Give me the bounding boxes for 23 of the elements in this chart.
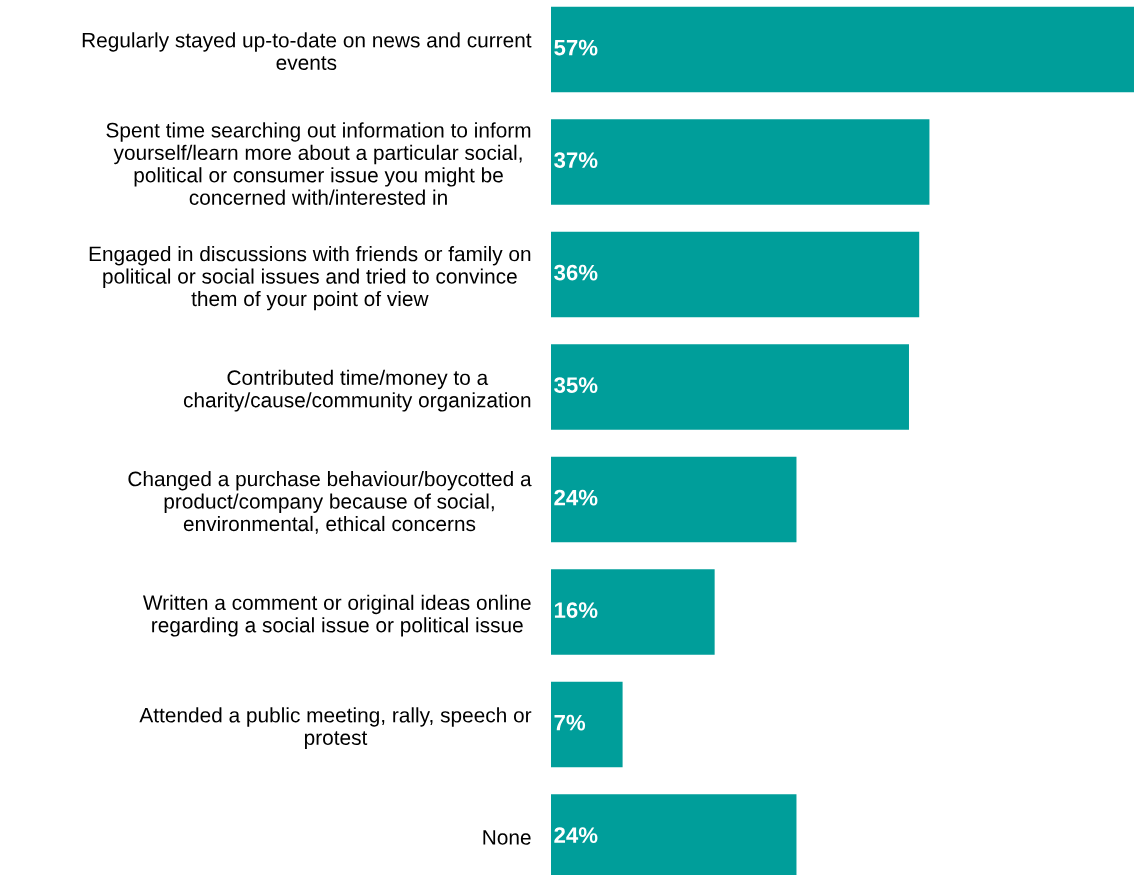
y-tick-label: Attended a public meeting, rally, speech or protest bbox=[139, 707, 532, 750]
bar bbox=[551, 456, 797, 543]
bar bbox=[551, 569, 715, 655]
y-tick-label: Changed a purchase behaviour/boycotted a product/company because of social, environmental, ethical concerns bbox=[128, 471, 532, 534]
y-tick-label: Engaged in discussions with friends or family on political or social issues and tried to convince them of your point of view bbox=[89, 246, 531, 311]
data-label: 24% bbox=[554, 489, 598, 506]
y-tick-label: None bbox=[483, 830, 531, 845]
bar bbox=[551, 6, 1134, 93]
bar bbox=[551, 681, 623, 768]
bar bbox=[551, 119, 930, 205]
y-tick-label: Contributed time/money to a charity/cause/community organization bbox=[183, 369, 531, 412]
data-label: 57% bbox=[554, 39, 598, 56]
data-label: 37% bbox=[554, 152, 598, 168]
data-label: 7% bbox=[554, 714, 586, 731]
data-label: 16% bbox=[554, 602, 598, 618]
y-tick-label: Regularly stayed up-to-date on news and current events bbox=[82, 32, 532, 70]
data-label: 35% bbox=[554, 377, 598, 393]
bar bbox=[551, 344, 909, 430]
data-label: 24% bbox=[554, 827, 598, 843]
y-tick-label: Spent time searching out information to inform yourself/learn more about a particular social, political or consumer issue you might be concerned with/interested in bbox=[106, 122, 531, 205]
data-label: 36% bbox=[554, 264, 598, 281]
y-tick-label: Written a comment or original ideas online regarding a social issue or political issue bbox=[142, 594, 531, 637]
bar bbox=[551, 231, 920, 318]
